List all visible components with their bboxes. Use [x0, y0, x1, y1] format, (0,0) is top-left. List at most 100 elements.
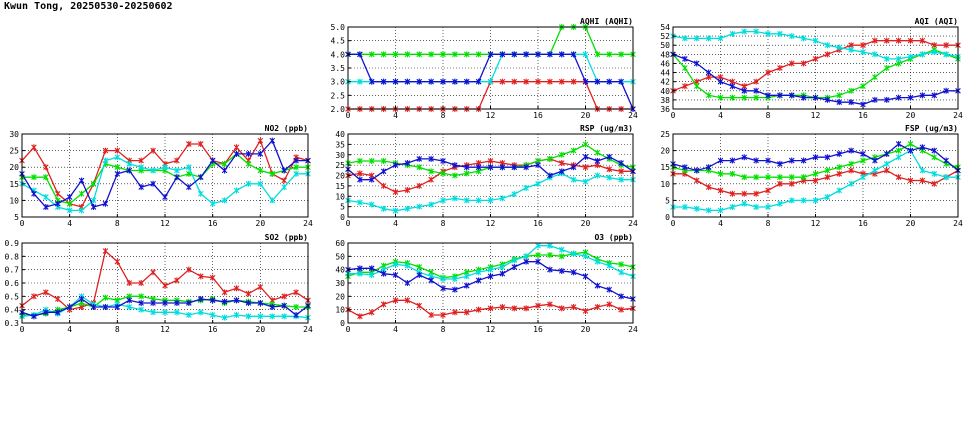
data-point: [765, 92, 771, 99]
data-point: [800, 94, 807, 101]
data-point: [848, 180, 854, 187]
data-point: [174, 157, 180, 164]
data-point: [800, 60, 807, 67]
data-point: [872, 51, 878, 58]
y-tick-label: 20: [335, 172, 345, 181]
data-point: [475, 164, 482, 171]
data-point: [392, 272, 399, 278]
x-tick-label: 8: [441, 325, 446, 334]
data-point: [440, 170, 446, 177]
data-point: [931, 49, 938, 56]
data-point: [919, 144, 926, 151]
data-point: [114, 154, 121, 161]
data-point: [43, 289, 49, 296]
data-point: [907, 53, 914, 60]
data-point: [138, 306, 144, 313]
data-point: [682, 35, 688, 42]
y-tick-label: 5: [14, 213, 19, 222]
data-point: [717, 207, 724, 214]
data-point: [511, 305, 518, 312]
data-point: [570, 164, 577, 171]
data-point: [872, 74, 878, 81]
data-point: [753, 174, 759, 181]
data-point: [392, 297, 399, 304]
y-tick-label: 30: [335, 151, 345, 160]
data-point: [499, 270, 506, 277]
y-tick-label: 10: [660, 180, 670, 189]
y-tick-label: 0.6: [5, 279, 20, 288]
data-point: [452, 162, 458, 169]
data-point: [209, 297, 216, 304]
data-point: [162, 164, 168, 171]
data-point: [197, 273, 204, 280]
data-point: [693, 177, 700, 184]
data-point: [428, 201, 434, 208]
data-point: [777, 180, 783, 187]
data-point: [475, 197, 482, 204]
data-point: [582, 178, 589, 185]
data-point: [693, 60, 700, 67]
data-point: [416, 78, 423, 85]
data-point: [753, 87, 759, 94]
data-point: [741, 94, 748, 101]
data-point: [618, 51, 624, 58]
data-point: [895, 174, 902, 181]
data-point: [558, 253, 565, 260]
chart-title: RSP (ug/m3): [580, 124, 633, 133]
data-point: [463, 51, 470, 58]
data-point: [43, 174, 49, 181]
y-tick-label: 60: [335, 239, 345, 248]
y-tick-label: 30: [335, 279, 345, 288]
x-tick-label: 8: [766, 111, 771, 120]
data-point: [186, 164, 192, 171]
data-point: [357, 170, 363, 177]
data-point: [416, 203, 423, 210]
data-point: [860, 42, 866, 49]
data-point: [499, 195, 506, 202]
data-point: [162, 282, 168, 289]
data-point: [499, 264, 506, 270]
data-point: [392, 189, 399, 196]
y-tick-label: 40: [660, 87, 670, 96]
data-point: [150, 167, 156, 174]
data-point: [824, 154, 831, 161]
data-point: [741, 154, 748, 161]
data-point: [428, 155, 434, 162]
data-point: [416, 164, 423, 171]
data-point: [428, 51, 434, 58]
data-point: [245, 313, 252, 320]
data-point: [558, 151, 565, 158]
data-point: [186, 312, 192, 318]
data-point: [404, 280, 411, 286]
data-point: [43, 164, 49, 171]
y-tick-label: 4.0: [331, 50, 346, 59]
data-point: [293, 304, 299, 310]
data-point: [836, 170, 843, 177]
data-point: [836, 44, 843, 51]
data-point: [824, 51, 831, 58]
data-point: [233, 187, 240, 194]
data-point: [416, 155, 423, 162]
data-point: [558, 160, 565, 167]
x-tick-label: 8: [441, 111, 446, 120]
chart-fsp: 0 4 8 12 16 20 24 0 5 10 15 20 25 FSP (ug/m3): [660, 124, 963, 228]
data-point: [765, 157, 771, 164]
data-point: [281, 313, 287, 320]
data-point: [570, 147, 577, 154]
data-point: [753, 157, 759, 164]
x-tick-label: 4: [393, 219, 398, 228]
data-point: [594, 282, 601, 289]
data-point: [245, 150, 252, 157]
data-point: [753, 190, 759, 197]
data-point: [499, 51, 506, 58]
x-tick-label: 8: [115, 325, 120, 334]
y-tick-label: 0.3: [5, 319, 20, 328]
data-point: [594, 157, 601, 164]
data-point: [800, 157, 807, 164]
data-point: [788, 92, 795, 99]
data-point: [245, 180, 252, 187]
data-point: [788, 174, 795, 181]
data-point: [90, 180, 97, 187]
x-tick-label: 16: [208, 325, 218, 334]
data-point: [547, 266, 553, 273]
